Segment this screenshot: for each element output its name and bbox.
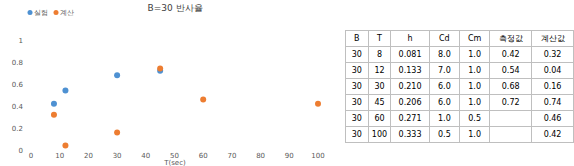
table-row: 3080.0818.01.00.420.32 <box>346 47 574 63</box>
table-cell: 0.5 <box>459 111 489 127</box>
table-cell: 0.206 <box>391 95 429 111</box>
table-cell: 0.32 <box>532 47 574 63</box>
table-row: 30600.2711.00.5 0.46 <box>346 111 574 127</box>
point <box>62 88 68 94</box>
legend-label: 계산 <box>60 9 74 17</box>
table-cell: 계산값 <box>532 31 574 47</box>
x-tick-label: 30 <box>113 152 122 160</box>
x-tick-label: 90 <box>285 152 294 160</box>
table-cell: 7.0 <box>429 63 459 79</box>
x-tick-label: 80 <box>256 152 265 160</box>
table-cell: 1.0 <box>459 127 489 143</box>
table-cell: 0.42 <box>490 47 532 63</box>
legend: 실험 계산 <box>28 9 75 17</box>
table-cell <box>490 127 532 143</box>
table-cell: 0.72 <box>490 95 532 111</box>
x-tick-label: 60 <box>199 152 208 160</box>
plot-area <box>51 66 321 149</box>
chart-title: B=30 반사율 <box>147 3 202 13</box>
table-cell: 100 <box>368 127 391 143</box>
table-cell: 60 <box>368 111 391 127</box>
x-tick-label: 100 <box>311 152 324 160</box>
x-tick-label: 40 <box>141 152 150 160</box>
table-cell <box>490 111 532 127</box>
table-cell: Cm <box>459 31 489 47</box>
legend-marker <box>28 10 33 15</box>
chart: B=30 반사율00.20.40.60.81010203040506070809… <box>0 0 340 166</box>
table-cell: 0.54 <box>490 63 532 79</box>
point <box>157 66 163 72</box>
table-cell: 0.081 <box>391 47 429 63</box>
table-cell: 0.5 <box>429 127 459 143</box>
y-tick-label: 1 <box>19 37 23 45</box>
y-tick-label: 0.2 <box>12 125 23 133</box>
table-cell: 1.0 <box>459 63 489 79</box>
table-cell: 0.210 <box>391 79 429 95</box>
data-table: BThCdCm측정값계산값3080.0818.01.00.420.3230120… <box>345 30 574 143</box>
table-cell: 30 <box>346 79 369 95</box>
table-cell: 측정값 <box>490 31 532 47</box>
table-cell: T <box>368 31 391 47</box>
table-cell: 1.0 <box>459 95 489 111</box>
table-cell: 30 <box>346 127 369 143</box>
point <box>200 96 206 102</box>
y-tick-label: 0.6 <box>12 81 24 89</box>
table-cell: 8 <box>368 47 391 63</box>
table-cell: 6.0 <box>429 79 459 95</box>
table-cell: 0.16 <box>532 79 574 95</box>
x-tick-label: 70 <box>227 152 236 160</box>
table-cell: 30 <box>346 47 369 63</box>
table-row: 30450.2066.01.00.720.74 <box>346 95 574 111</box>
table-row: 30120.1337.01.00.540.04 <box>346 63 574 79</box>
table-cell: 0.46 <box>532 111 574 127</box>
legend-label: 실험 <box>34 9 48 17</box>
table-cell: 0.04 <box>532 63 574 79</box>
point <box>62 143 68 149</box>
table-cell: 30 <box>346 95 369 111</box>
y-tick-label: 0 <box>19 147 23 155</box>
x-tick-label: 10 <box>55 152 64 160</box>
table-cell: 1.0 <box>459 79 489 95</box>
x-tick-label: 20 <box>84 152 93 160</box>
point <box>315 101 321 107</box>
point <box>114 129 120 135</box>
point <box>114 72 120 78</box>
table-cell: 12 <box>368 63 391 79</box>
table-cell: 30 <box>368 79 391 95</box>
legend-marker <box>54 10 59 15</box>
table-cell: B <box>346 31 369 47</box>
table-row: 301000.3330.51.0 0.42 <box>346 127 574 143</box>
table-row: 30300.2106.01.00.680.16 <box>346 79 574 95</box>
table-cell: 30 <box>346 63 369 79</box>
table-cell: 0.74 <box>532 95 574 111</box>
table-header: BThCdCm측정값계산값 <box>346 31 574 47</box>
table-cell: 8.0 <box>429 47 459 63</box>
table-cell: 6.0 <box>429 95 459 111</box>
table-cell: 0.271 <box>391 111 429 127</box>
table-cell: 1.0 <box>429 111 459 127</box>
y-tick-label: 0.8 <box>12 59 23 67</box>
table-cell: h <box>391 31 429 47</box>
table-cell: 0.42 <box>532 127 574 143</box>
table-cell: Cd <box>429 31 459 47</box>
x-axis-label: T(sec) <box>163 159 186 166</box>
point <box>51 112 57 118</box>
table-cell: 0.133 <box>391 63 429 79</box>
table-cell: 0.333 <box>391 127 429 143</box>
table-cell: 45 <box>368 95 391 111</box>
table-cell: 0.68 <box>490 79 532 95</box>
x-tick-label: 0 <box>29 152 33 160</box>
table-cell: 1.0 <box>459 47 489 63</box>
y-tick-label: 0.4 <box>12 103 24 111</box>
table-cell: 30 <box>346 111 369 127</box>
point <box>51 101 57 107</box>
